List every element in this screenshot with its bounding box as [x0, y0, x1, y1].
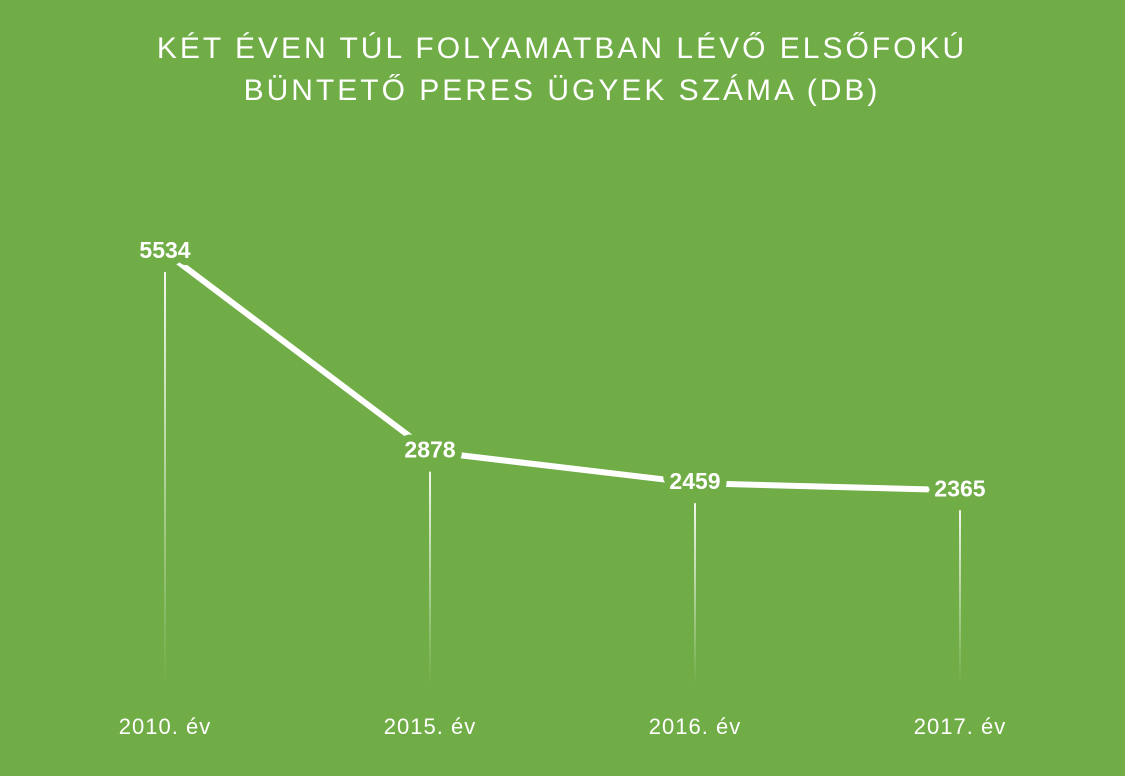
drop-line	[429, 471, 431, 685]
data-label: 2459	[669, 468, 720, 494]
drop-line	[694, 503, 696, 685]
data-label: 2878	[404, 437, 455, 463]
data-label: 2365	[934, 475, 985, 501]
x-tick-label: 2017. év	[914, 714, 1006, 739]
x-tick-label: 2015. év	[384, 714, 476, 739]
x-tick-label: 2010. év	[119, 714, 211, 739]
data-label: 5534	[139, 237, 190, 263]
chart-title: BÜNTETŐ PERES ÜGYEK SZÁMA (DB)	[244, 74, 881, 107]
drop-line	[959, 510, 961, 685]
drop-line	[164, 272, 166, 685]
x-tick-label: 2016. év	[649, 714, 741, 739]
chart-title: KÉT ÉVEN TÚL FOLYAMATBAN LÉVŐ ELSŐFOKÚ	[157, 32, 967, 65]
line	[163, 249, 961, 494]
